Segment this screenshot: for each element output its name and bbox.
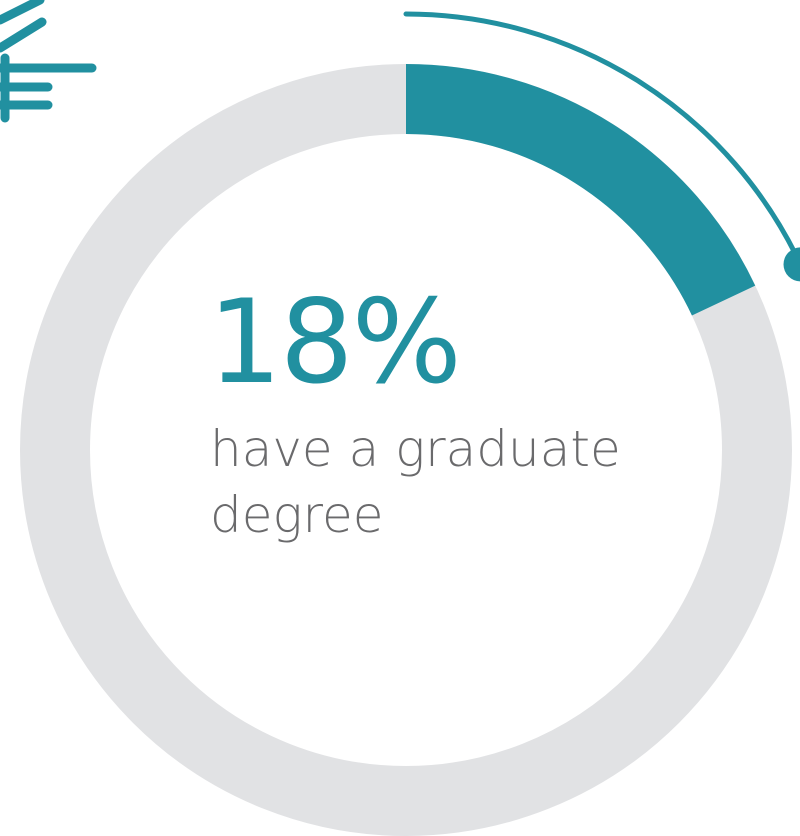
donut-segment-highlight — [405, 64, 756, 316]
stripes-decoration-icon — [0, 0, 97, 123]
percentage-value: 18% — [208, 275, 462, 410]
caption-line-1: have a graduate — [210, 420, 621, 478]
curved-pointer-arc-icon — [403, 11, 800, 267]
pointer-dot — [783, 247, 800, 282]
caption-text: have a graduate degree — [210, 416, 630, 548]
caption-line-2: degree — [210, 486, 384, 544]
